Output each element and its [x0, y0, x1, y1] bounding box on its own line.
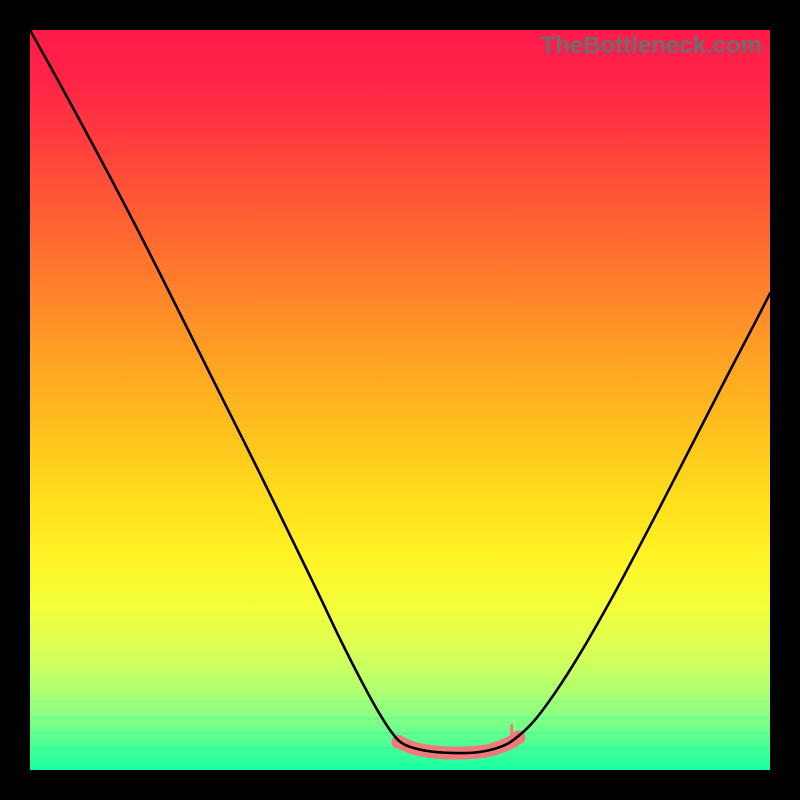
- chart-frame: TheBottleneck.com: [0, 0, 800, 800]
- bottleneck-highlight: [392, 726, 526, 753]
- curve-layer: [30, 30, 770, 770]
- watermark-text: TheBottleneck.com: [541, 32, 762, 60]
- bottleneck-curve: [30, 30, 770, 753]
- plot-area: TheBottleneck.com: [30, 30, 770, 770]
